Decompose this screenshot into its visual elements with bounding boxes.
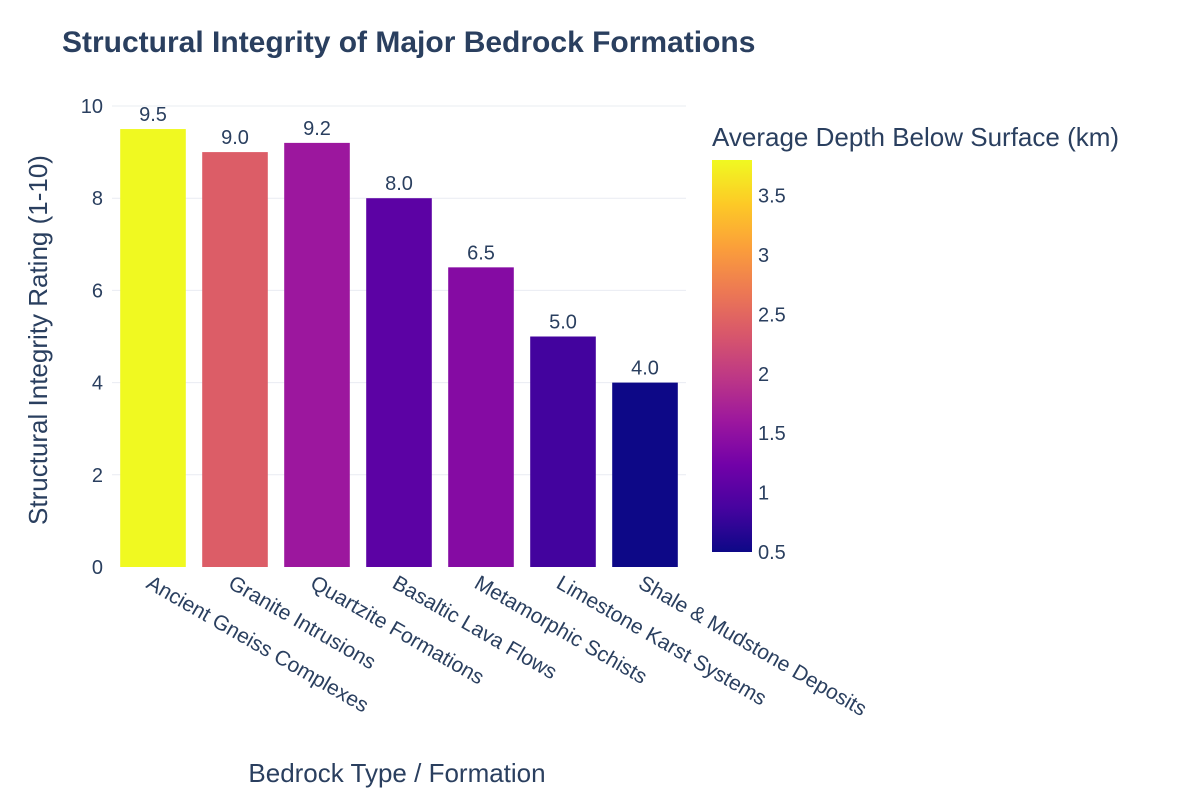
chart-title: Structural Integrity of Major Bedrock Fo… [62,26,755,59]
data-label: 9.2 [303,118,331,140]
bar [120,129,186,568]
colorbar-tick-label: 2 [758,364,769,386]
data-labels: 9.5 9.0 9.2 8.0 6.5 5.0 4.0 [139,104,659,380]
y-tick-label: 8 [92,188,103,210]
colorbar-tick-label: 3.5 [758,186,786,208]
bar [612,382,678,567]
y-axis-title: Structural Integrity Rating (1-10) [23,155,53,525]
data-label: 9.5 [139,104,167,126]
colorbar-tick-label: 3 [758,245,769,267]
y-tick-label: 6 [92,280,103,302]
y-tick-label: 10 [81,96,103,118]
colorbar-title: Average Depth Below Surface (km) [712,122,1119,152]
colorbar-ticks: 0.5 1 1.5 2 2.5 3 3.5 [758,186,786,564]
y-axis-ticks: 0 2 4 6 8 10 [81,96,103,579]
bars [120,129,678,568]
bar [366,198,432,567]
y-tick-label: 0 [92,557,103,579]
colorbar: Average Depth Below Surface (km) 0.5 1 1.5… [712,122,1119,564]
bar [530,336,596,567]
x-axis-title: Bedrock Type / Formation [248,758,545,788]
y-tick-label: 2 [92,465,103,487]
bar [202,152,268,567]
colorbar-tick-label: 1.5 [758,423,786,445]
colorbar-gradient [712,160,752,552]
colorbar-tick-label: 2.5 [758,304,786,326]
data-label: 9.0 [221,127,249,149]
data-label: 4.0 [631,358,659,380]
bar [448,267,514,567]
data-label: 8.0 [385,173,413,195]
data-label: 5.0 [549,312,577,334]
colorbar-tick-label: 1 [758,483,769,505]
data-label: 6.5 [467,242,495,264]
y-tick-label: 4 [92,373,103,395]
colorbar-tick-label: 0.5 [758,542,786,564]
bar [284,142,350,567]
